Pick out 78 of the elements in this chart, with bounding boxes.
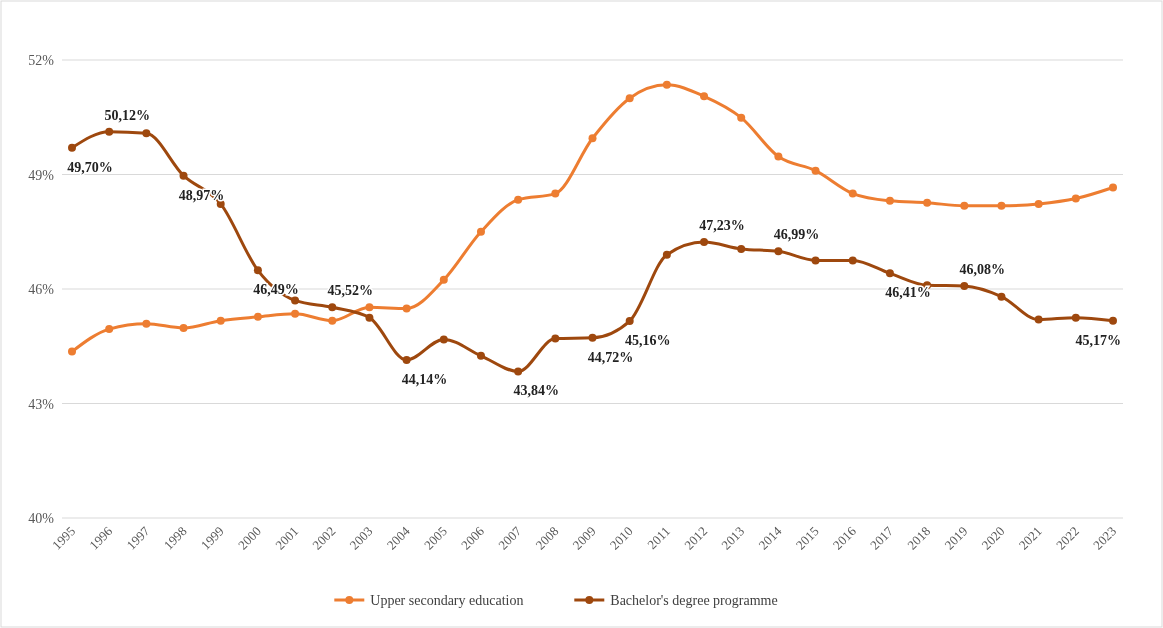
point xyxy=(402,355,411,364)
point xyxy=(328,316,337,325)
point xyxy=(960,201,969,210)
data-label: 49,70% xyxy=(67,159,113,175)
data-label: 45,52% xyxy=(327,283,373,299)
y-tick-label: 43% xyxy=(28,396,55,412)
point xyxy=(68,143,76,152)
data-label: 46,41% xyxy=(885,285,931,301)
point xyxy=(328,303,337,312)
point xyxy=(105,325,114,334)
point xyxy=(291,296,300,305)
point xyxy=(514,367,523,376)
point xyxy=(737,113,746,122)
point xyxy=(700,92,709,101)
point xyxy=(848,189,857,198)
y-tick-label: 46% xyxy=(28,282,55,297)
point xyxy=(216,316,225,325)
data-label: 44,72% xyxy=(587,349,634,365)
point xyxy=(625,317,634,326)
data-label: 44,14% xyxy=(401,371,448,387)
point xyxy=(885,196,894,205)
x-tick-label: 2021 xyxy=(1015,523,1045,553)
point xyxy=(662,80,671,89)
data-label: 46,99% xyxy=(773,227,820,243)
data-label: 45,17% xyxy=(1075,332,1121,348)
point xyxy=(291,309,300,318)
point xyxy=(811,166,820,175)
point xyxy=(1109,183,1117,192)
point xyxy=(402,304,411,313)
point xyxy=(588,333,597,342)
point xyxy=(68,347,76,356)
point xyxy=(737,244,746,253)
point xyxy=(885,269,894,278)
point xyxy=(551,334,560,343)
point xyxy=(142,319,151,328)
point xyxy=(1071,313,1080,322)
point xyxy=(997,292,1006,301)
legend-label: Bachelor's degree programme xyxy=(610,593,778,608)
point xyxy=(365,303,374,312)
point xyxy=(960,281,969,290)
point xyxy=(105,127,114,136)
point xyxy=(1034,199,1043,208)
point xyxy=(476,227,485,236)
point xyxy=(439,335,448,344)
point xyxy=(1071,194,1080,203)
point xyxy=(253,266,262,275)
point xyxy=(774,152,783,161)
point xyxy=(811,256,820,265)
x-tick-label: 2001 xyxy=(272,523,302,553)
y-tick-label: 52% xyxy=(28,53,55,68)
point xyxy=(662,250,671,259)
data-label: 43,84% xyxy=(513,383,559,399)
point xyxy=(848,256,857,265)
point xyxy=(700,238,709,247)
point xyxy=(179,323,188,332)
point xyxy=(997,201,1006,210)
y-tick-label: 40% xyxy=(28,511,55,526)
x-tick-label: 2011 xyxy=(644,523,673,553)
point xyxy=(551,189,560,198)
point xyxy=(253,312,262,321)
point xyxy=(439,275,448,284)
point xyxy=(514,195,523,204)
data-label: 50,12% xyxy=(104,107,150,123)
point xyxy=(142,129,151,138)
y-tick-label: 49% xyxy=(28,167,55,183)
point xyxy=(774,247,783,256)
point xyxy=(1034,315,1043,324)
point xyxy=(1109,316,1117,325)
point xyxy=(625,94,634,103)
data-label: 47,23% xyxy=(699,218,745,234)
point xyxy=(476,351,485,360)
legend-label: Upper secondary education xyxy=(370,593,524,608)
point xyxy=(923,198,932,207)
point xyxy=(365,313,374,322)
data-label: 46,08% xyxy=(959,261,1006,277)
data-label: 45,16% xyxy=(624,333,671,349)
point xyxy=(179,171,188,180)
point xyxy=(588,134,597,143)
